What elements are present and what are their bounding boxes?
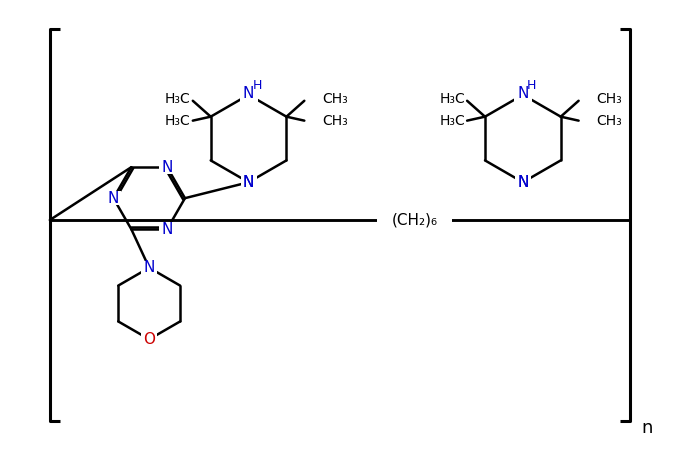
Bar bbox=[241, 176, 256, 189]
Text: N: N bbox=[243, 175, 254, 190]
Bar bbox=[239, 87, 258, 103]
Text: N: N bbox=[243, 86, 254, 101]
Text: N: N bbox=[161, 160, 173, 175]
Text: CH₃: CH₃ bbox=[596, 92, 622, 106]
Text: n: n bbox=[641, 419, 653, 437]
Text: H₃C: H₃C bbox=[165, 92, 191, 106]
Text: N: N bbox=[161, 222, 173, 237]
Text: H: H bbox=[253, 79, 262, 92]
Text: CH₃: CH₃ bbox=[596, 114, 622, 128]
Text: N: N bbox=[243, 175, 254, 190]
Text: N: N bbox=[517, 175, 528, 190]
Bar bbox=[515, 176, 531, 189]
Text: N: N bbox=[143, 260, 155, 275]
Text: N: N bbox=[107, 191, 119, 206]
Bar bbox=[141, 261, 157, 274]
Bar bbox=[159, 222, 175, 236]
Text: O: O bbox=[143, 332, 155, 347]
Text: H₃C: H₃C bbox=[165, 114, 191, 128]
Text: N: N bbox=[517, 175, 528, 190]
Text: H₃C: H₃C bbox=[439, 114, 465, 128]
Text: CH₃: CH₃ bbox=[322, 92, 348, 106]
Bar bbox=[159, 160, 175, 174]
Text: H₃C: H₃C bbox=[439, 92, 465, 106]
Text: H: H bbox=[527, 79, 537, 92]
Text: CH₃: CH₃ bbox=[322, 114, 348, 128]
Bar bbox=[514, 87, 532, 103]
Bar bbox=[241, 176, 256, 189]
Bar bbox=[515, 176, 531, 189]
Bar bbox=[377, 211, 452, 229]
Bar bbox=[105, 191, 121, 205]
Text: (CH₂)₆: (CH₂)₆ bbox=[392, 212, 437, 228]
Bar bbox=[141, 333, 157, 346]
Text: N: N bbox=[517, 86, 528, 101]
